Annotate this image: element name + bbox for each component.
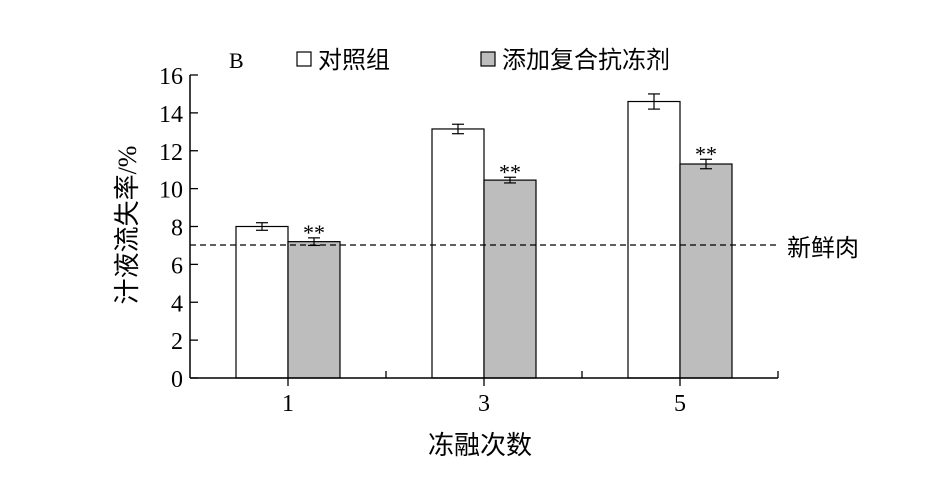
y-tick-label: 4 (171, 291, 183, 317)
y-tick-label: 16 (159, 64, 183, 90)
significance-marker: ** (499, 159, 521, 184)
y-axis-title: 汁液流失率/% (113, 146, 142, 305)
bar (627, 100, 681, 379)
legend-label-antifreeze: 添加复合抗冻剂 (502, 47, 670, 74)
x-tick-label: 1 (282, 391, 294, 417)
y-tick-label: 2 (171, 329, 183, 355)
legend: 对照组 添加复合抗冻剂 (296, 47, 670, 74)
x-axis-title: 冻融次数 (428, 431, 532, 460)
bar (679, 163, 733, 379)
x-tick-label: 5 (674, 391, 686, 417)
x-tick-label: 3 (478, 391, 490, 417)
y-axis-ticks: 0 2 4 6 8 10 12 14 16 (159, 64, 198, 393)
legend-swatch-control (296, 51, 312, 67)
y-tick-label: 0 (171, 367, 183, 393)
bar (431, 128, 485, 379)
bar (235, 225, 289, 379)
bar (483, 179, 537, 379)
panel-label: B (229, 48, 244, 73)
y-tick-label: 8 (171, 216, 183, 242)
y-tick-label: 6 (171, 253, 183, 279)
y-tick-label: 10 (159, 178, 183, 204)
legend-swatch-antifreeze (480, 51, 496, 67)
bar (287, 241, 341, 379)
significance-marker: ** (695, 141, 717, 166)
significance-marker: ** (303, 220, 325, 245)
reference-line-label: 新鲜肉 (787, 235, 859, 262)
x-axis-ticks: 1 3 5 (282, 371, 779, 417)
y-tick-label: 14 (159, 102, 183, 128)
y-tick-label: 12 (159, 140, 183, 166)
legend-label-control: 对照组 (318, 47, 390, 74)
bars: ** ** ** (235, 93, 733, 379)
